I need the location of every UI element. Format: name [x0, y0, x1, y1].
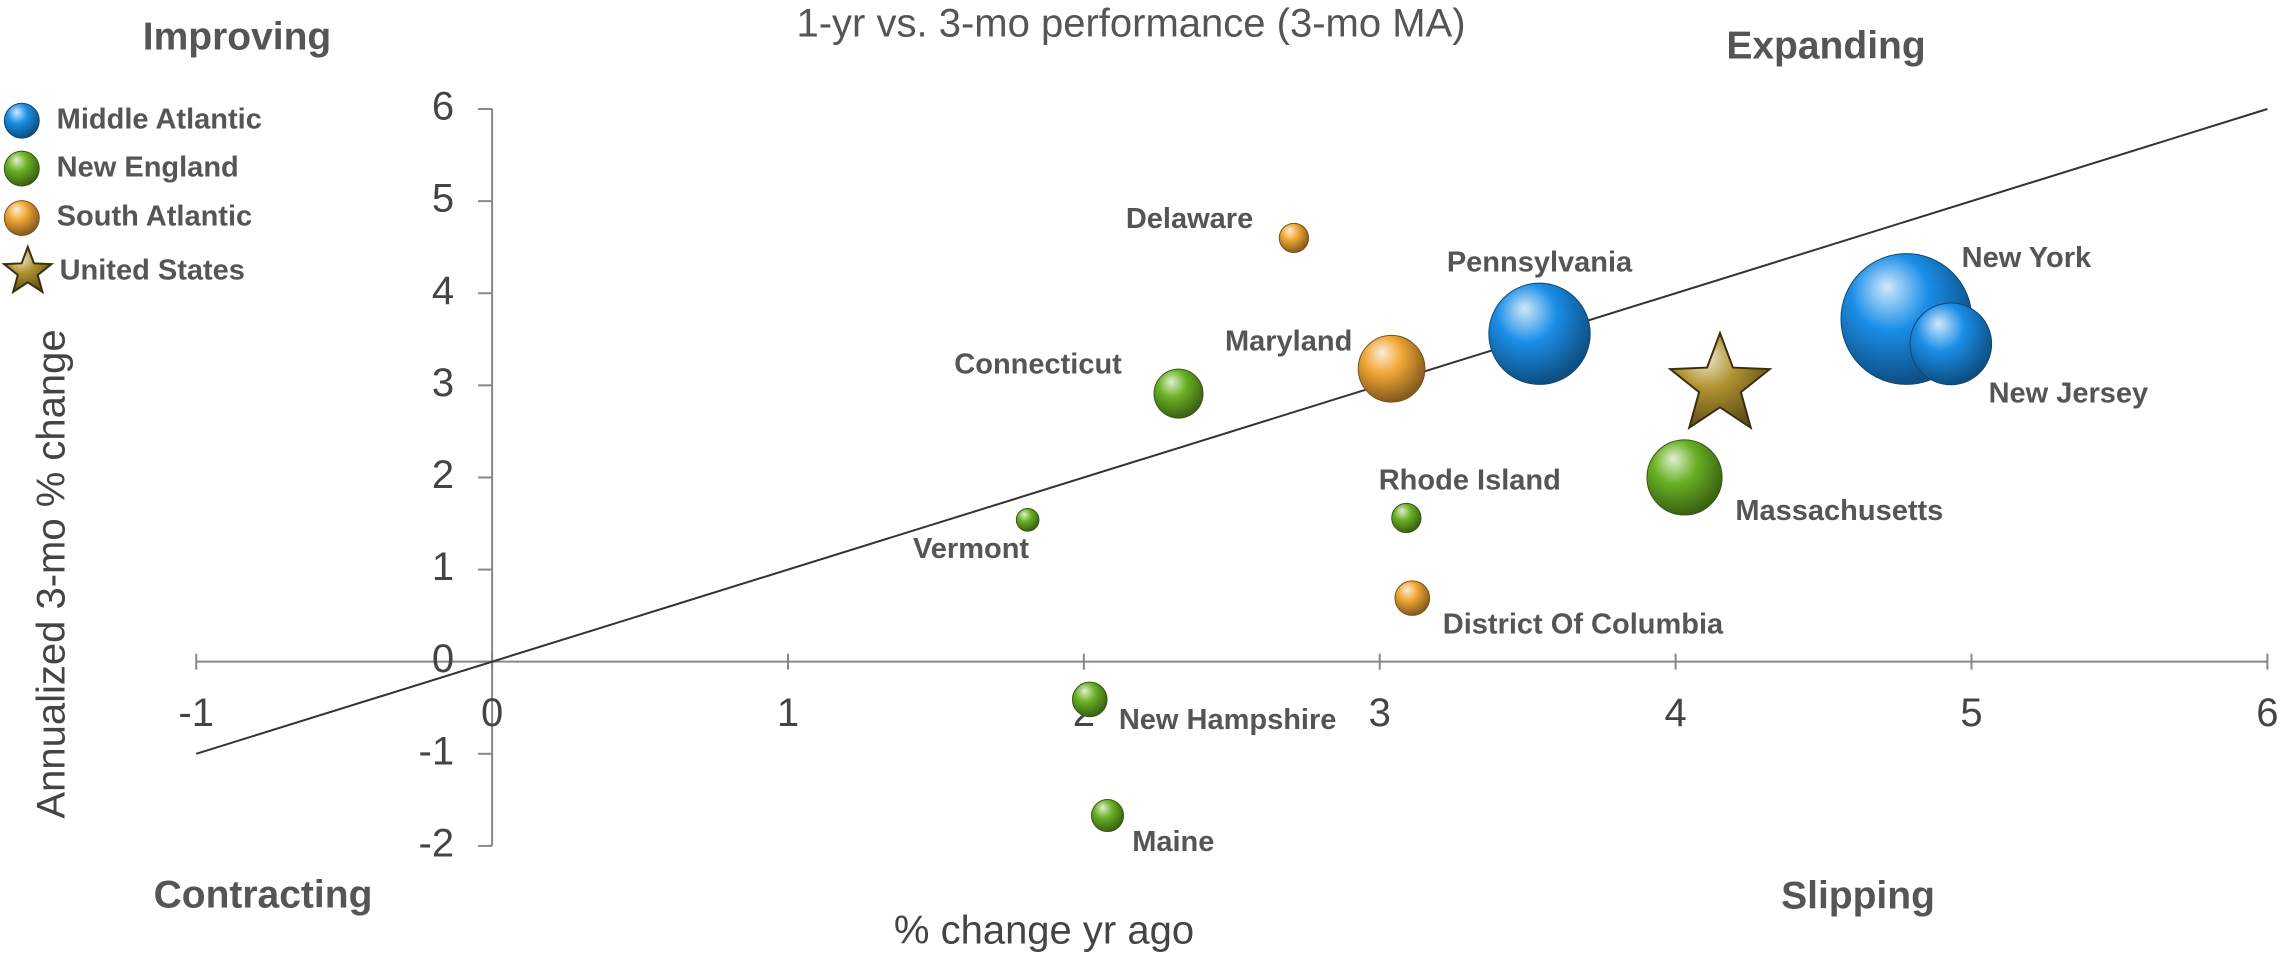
y-tick-label: 1	[432, 545, 454, 589]
y-tick-label: 0	[432, 637, 454, 681]
bubble	[1015, 507, 1040, 532]
chart-title: 1-yr vs. 3-mo performance (3-mo MA)	[796, 2, 1465, 46]
bubble	[1646, 439, 1723, 516]
point-label: Vermont	[913, 533, 1029, 565]
point-label: Rhode Island	[1379, 464, 1561, 496]
quadrant-label: Improving	[143, 15, 332, 58]
legend-label: United States	[60, 254, 245, 286]
point-label: Maryland	[1225, 325, 1352, 357]
x-axis-label: % change yr ago	[894, 909, 1194, 953]
x-tick-label: 5	[1960, 691, 1982, 735]
quadrant-label: Contracting	[154, 873, 373, 916]
bubble	[1488, 282, 1591, 385]
y-tick-label: 4	[432, 269, 454, 313]
legend-label: New England	[57, 151, 239, 183]
y-tick-label: 3	[432, 361, 454, 405]
bubble	[1278, 222, 1310, 254]
quadrant-label: Expanding	[1726, 24, 1925, 67]
y-tick-label: -2	[419, 821, 455, 865]
x-tick-label: -1	[178, 691, 214, 735]
x-tick-label: 4	[1664, 691, 1686, 735]
x-tick-label: 6	[2256, 691, 2278, 735]
bubble	[1071, 681, 1108, 718]
legend-label: South Atlantic	[57, 201, 252, 233]
point-label: New Jersey	[1989, 377, 2149, 409]
legend-marker	[3, 150, 40, 187]
bubble	[1909, 302, 1993, 386]
legend-label: Middle Atlantic	[57, 103, 262, 135]
point-label: Pennsylvania	[1447, 247, 1633, 279]
x-tick-label: 3	[1369, 691, 1391, 735]
point-label: Massachusetts	[1735, 495, 1943, 527]
bubble	[1091, 798, 1125, 833]
trend-line	[195, 108, 2268, 755]
point-label: District Of Columbia	[1443, 608, 1724, 640]
y-tick-label: -1	[419, 729, 455, 773]
x-tick-label: 0	[481, 691, 503, 735]
point-label: Delaware	[1126, 203, 1253, 235]
star-marker	[1667, 330, 1773, 430]
legend-marker	[3, 200, 40, 236]
bubble	[1391, 502, 1422, 534]
y-tick-label: 2	[432, 453, 454, 497]
bubble	[1153, 368, 1204, 419]
bubble	[1394, 580, 1431, 616]
point-label: New York	[1962, 242, 2092, 274]
y-axis-label: Annualized 3-mo % change	[30, 329, 74, 818]
point-label: Connecticut	[954, 349, 1122, 381]
y-tick-label: 5	[432, 177, 454, 221]
bubble	[1357, 334, 1426, 403]
point-label: New Hampshire	[1119, 704, 1337, 736]
legend-marker	[1, 244, 55, 295]
point-label: Maine	[1132, 826, 1214, 858]
legend-marker	[3, 102, 40, 139]
y-tick-label: 6	[432, 85, 454, 129]
quadrant-label: Slipping	[1781, 874, 1935, 917]
x-tick-label: 1	[777, 691, 799, 735]
